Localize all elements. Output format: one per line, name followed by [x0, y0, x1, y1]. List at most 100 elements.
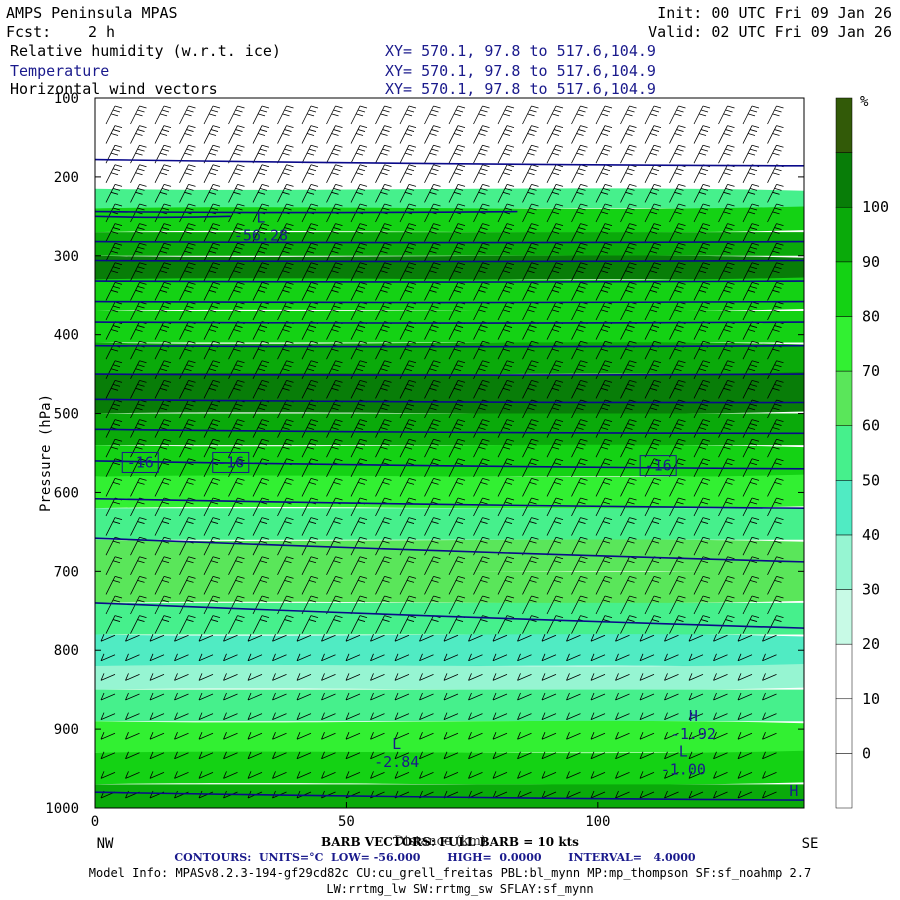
wind-barb: [424, 517, 441, 536]
wind-barb: [615, 673, 630, 681]
rh-band: [95, 232, 804, 256]
wind-barb: [375, 615, 392, 634]
wind-barb: [130, 262, 147, 281]
wind-barb: [154, 517, 172, 536]
wind-barb: [688, 634, 704, 642]
wind-barb: [522, 380, 539, 399]
wind-barb: [742, 184, 760, 203]
wind-barb: [203, 595, 221, 615]
wind-barb: [424, 242, 441, 262]
wind-barb: [767, 184, 784, 203]
wind-barb: [737, 751, 753, 760]
rh-shading: [95, 98, 804, 808]
wind-barb: [767, 497, 784, 517]
wind-barb: [277, 144, 294, 164]
wind-barb: [595, 282, 613, 301]
wind-barb: [718, 282, 735, 301]
wind-barb: [252, 615, 270, 634]
wind-barb: [130, 223, 147, 242]
colorbar-segment: [835, 316, 853, 372]
wind-barb: [595, 536, 613, 556]
wind-barb: [301, 419, 319, 438]
wind-barb: [375, 262, 392, 281]
wind-barb: [595, 380, 613, 399]
wind-barb: [492, 712, 508, 720]
wind-barb: [620, 223, 637, 242]
wind-barb: [468, 634, 483, 642]
wind-barb: [546, 497, 564, 517]
rh-band: [95, 342, 804, 377]
wind-barb: [566, 634, 581, 642]
wind-barb: [399, 242, 417, 262]
field-name-wind: Horizontal wind vectors: [10, 80, 218, 98]
wind-barb: [664, 712, 679, 720]
wind-barb: [228, 144, 245, 164]
wind-barb: [644, 595, 662, 615]
wind-barb: [595, 105, 613, 125]
wind-barb: [375, 144, 392, 164]
wind-barb: [669, 282, 686, 301]
wind-barb: [620, 144, 637, 164]
wind-barb: [154, 360, 172, 379]
wind-barb: [644, 125, 662, 144]
wind-barb: [541, 634, 557, 642]
wind-barb: [644, 576, 662, 595]
wind-barb: [473, 223, 490, 242]
wind-barb: [566, 771, 581, 779]
wind-barb: [424, 144, 441, 164]
wind-barb: [541, 673, 557, 681]
wind-barb: [321, 732, 336, 740]
wind-barb: [252, 419, 270, 438]
wind-barb: [223, 692, 238, 701]
wind-barb: [492, 692, 508, 701]
wind-barb: [179, 242, 196, 262]
wind-barb: [639, 751, 655, 760]
wind-barb: [644, 105, 662, 125]
wind-barb: [394, 634, 410, 642]
wind-barb: [644, 438, 662, 458]
wind-barb: [669, 380, 686, 399]
wind-barb: [468, 771, 483, 779]
wind-barb: [473, 242, 490, 262]
wind-barb: [669, 438, 686, 458]
wind-barb: [767, 105, 784, 125]
wind-barb: [693, 478, 711, 497]
wind-barb: [497, 184, 515, 203]
wind-barb: [742, 438, 760, 458]
temperature-contours: -16 -16 -16L-56.28H-1.92L-2.84L-1.00H: [95, 158, 804, 801]
wind-barb: [154, 223, 172, 242]
wind-barb: [718, 517, 735, 536]
wind-barb: [301, 282, 319, 301]
wind-barb: [620, 125, 637, 144]
wind-barb: [296, 634, 312, 642]
wind-barb: [767, 517, 784, 536]
wind-barb: [497, 125, 515, 144]
wind-barb: [448, 105, 466, 125]
wind-barb: [350, 478, 368, 497]
wind-barb: [130, 438, 147, 458]
wind-barb: [473, 203, 490, 223]
wind-barb: [424, 399, 441, 419]
wind-barb: [277, 615, 294, 634]
wind-barb: [718, 203, 735, 223]
wind-barb: [375, 419, 392, 438]
extremum-marker: H: [689, 707, 698, 725]
wind-barb: [713, 790, 728, 799]
wind-barb: [497, 419, 515, 438]
wind-barb: [742, 262, 760, 281]
wind-barb: [424, 360, 441, 379]
wind-barb: [296, 732, 312, 740]
wind-barb: [448, 223, 466, 242]
wind-barb: [399, 576, 417, 595]
contour-label: -16: [127, 453, 154, 471]
wind-barb: [394, 771, 410, 779]
wind-barb: [154, 105, 172, 125]
wind-barb: [130, 125, 147, 144]
wind-barb: [419, 653, 434, 662]
x-tick-label: 100: [585, 814, 610, 830]
wind-barb: [252, 360, 270, 379]
wind-barb: [590, 634, 606, 642]
plot-frame: [94, 97, 805, 809]
wind-barb: [448, 144, 466, 164]
wind-barb: [424, 536, 441, 556]
